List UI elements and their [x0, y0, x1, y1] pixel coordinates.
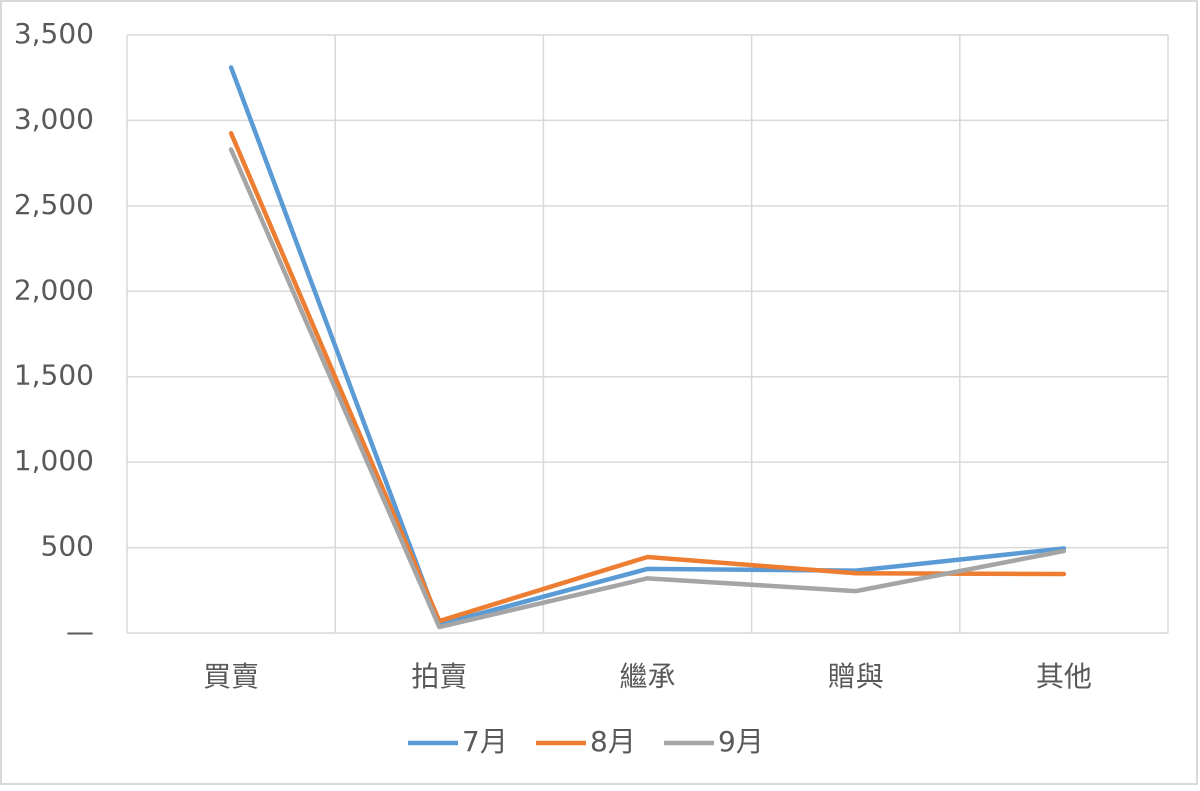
- y-tick-label: 3,000: [14, 102, 94, 135]
- y-tick-label: 3,500: [14, 17, 94, 50]
- series-line: [228, 130, 1067, 624]
- legend-label: 7月: [462, 725, 508, 758]
- y-tick-label: 500: [41, 530, 94, 563]
- legend-label: 8月: [590, 725, 636, 758]
- x-tick-label: 買賣: [203, 660, 259, 693]
- x-tick-label: 其他: [1036, 660, 1092, 693]
- series-line: [228, 147, 1067, 630]
- legend-label: 9月: [718, 725, 764, 758]
- y-tick-label: 1,500: [14, 359, 94, 392]
- x-tick-label: 贈與: [828, 660, 884, 693]
- x-tick-label: 拍賣: [411, 660, 467, 693]
- y-tick-label: 2,500: [14, 188, 94, 221]
- y-tick-label: —: [66, 615, 94, 648]
- x-tick-label: 繼承: [619, 660, 675, 693]
- y-tick-label: 2,000: [14, 273, 94, 306]
- series-line: [228, 65, 1067, 627]
- y-tick-label: 1,000: [14, 444, 94, 477]
